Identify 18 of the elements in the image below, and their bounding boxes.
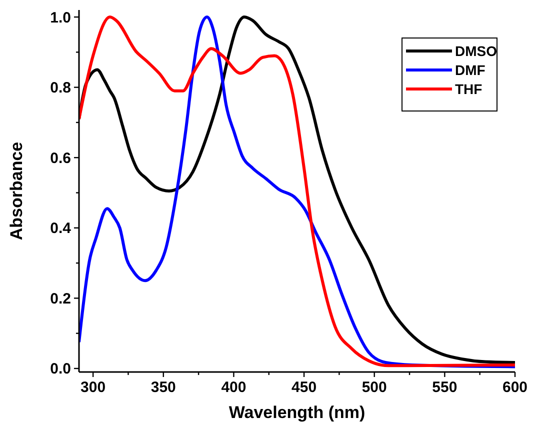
x-tick-label: 550	[432, 379, 458, 396]
x-tick-label: 350	[150, 379, 176, 396]
y-tick-label: 0.8	[50, 80, 71, 97]
y-tick-label: 0.0	[50, 360, 71, 378]
x-tick-label: 400	[221, 379, 246, 396]
legend-label: DMF	[455, 62, 486, 78]
y-axis-title: Absorbance	[7, 142, 26, 240]
x-tick-label: 600	[502, 379, 528, 396]
x-tick-label: 300	[80, 379, 106, 396]
y-tick-label: 0.6	[50, 150, 71, 167]
x-axis-title: Wavelength (nm)	[228, 403, 366, 422]
y-tick-label: 1.0	[50, 9, 71, 26]
legend-label: THF	[455, 80, 483, 97]
x-tick-label: 500	[362, 379, 387, 396]
x-tick-label: 450	[292, 379, 317, 396]
legend-label: DMSO	[455, 42, 498, 59]
y-tick-label: 0.4	[50, 220, 72, 238]
y-tick-label: 0.2	[50, 290, 71, 308]
